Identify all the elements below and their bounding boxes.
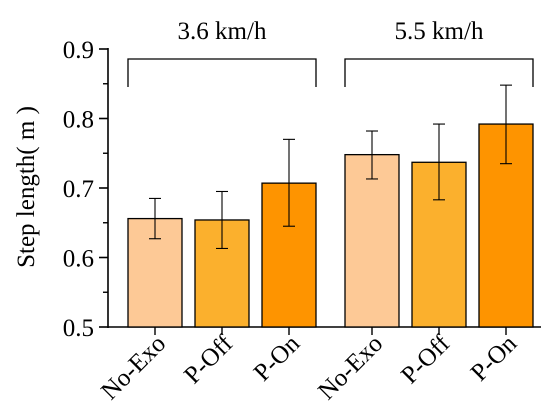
y-axis-title: Step length( m )	[13, 106, 40, 268]
group-label-0: 3.6 km/h	[178, 18, 267, 45]
y-tick-label-0.9: 0.9	[63, 37, 94, 64]
bar-1-No-Exo	[344, 153, 400, 328]
group-bracket-1	[344, 58, 534, 87]
plot-area: 0.50.60.70.80.93.6 km/hNo-Exo P-Off P-On5.…	[63, 18, 541, 405]
category-label-0-P-Off: P-Off	[179, 330, 239, 390]
category-label-1-P-Off: P-Off	[396, 330, 456, 390]
category-label-1-P-On: P-On	[466, 330, 523, 387]
y-tick-label-0.7: 0.7	[63, 176, 94, 203]
y-tick-label-0.5: 0.5	[63, 315, 94, 342]
category-label-0-P-On: P-On	[249, 330, 306, 387]
group-bracket-0	[127, 58, 317, 87]
y-tick-label-0.8: 0.8	[63, 107, 94, 134]
category-label-0-No-Exo: No-Exo	[96, 330, 171, 405]
y-tick-label-0.6: 0.6	[63, 246, 94, 273]
group-label-1: 5.5 km/h	[395, 18, 484, 45]
category-label-1-No-Exo: No-Exo	[313, 330, 388, 405]
